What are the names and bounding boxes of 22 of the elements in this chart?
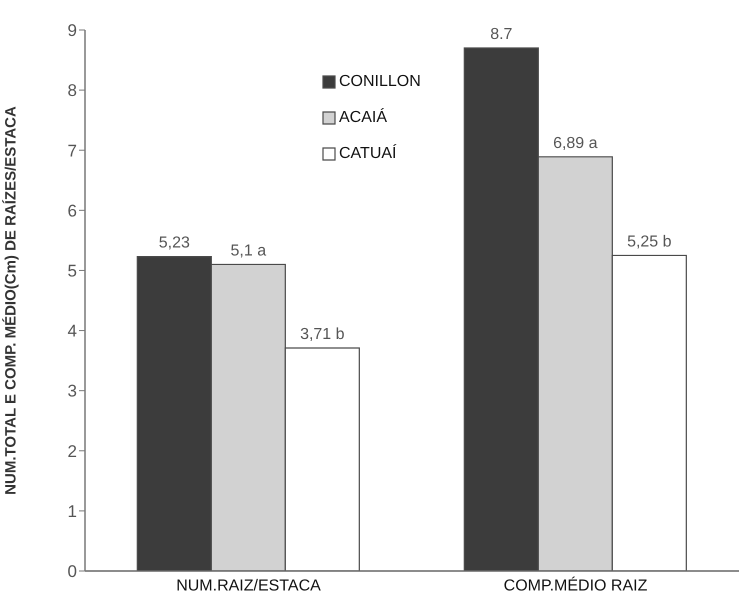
y-tick-label: 4 — [68, 322, 77, 341]
data-label: 5,23 — [158, 234, 190, 252]
legend-label: CATUAÍ — [339, 145, 396, 163]
y-tick-label: 0 — [68, 562, 77, 582]
data-label: 5,25 b — [627, 233, 672, 250]
y-tick-label: 5 — [68, 261, 77, 280]
x-tick-label: COMP.MÉDIO RAIZ — [504, 576, 648, 594]
y-axis-title: NUM.TOTAL E COMP. MÉDIO(Cm) DE RAÍZES/ESTACA — [1, 106, 20, 495]
data-label: 6,89 a — [553, 134, 598, 152]
x-tick-label: NUM.RAIZ/ESTACA — [176, 577, 322, 594]
y-tick-label: 6 — [68, 201, 77, 220]
y-tick-label: 8 — [68, 81, 77, 100]
legend-label: CONILLON — [339, 73, 421, 91]
y-tick-label: 3 — [68, 382, 77, 401]
y-tick-label: 2 — [68, 442, 77, 461]
data-label: 8.7 — [490, 26, 513, 44]
y-tick-label: 9 — [68, 21, 77, 40]
y-tick-label: 7 — [68, 141, 77, 160]
data-label: 5,1 a — [230, 242, 266, 260]
data-label: 3,71 b — [300, 326, 345, 343]
legend-label: ACAIÁ — [339, 109, 388, 127]
y-tick-label: 1 — [68, 502, 77, 521]
